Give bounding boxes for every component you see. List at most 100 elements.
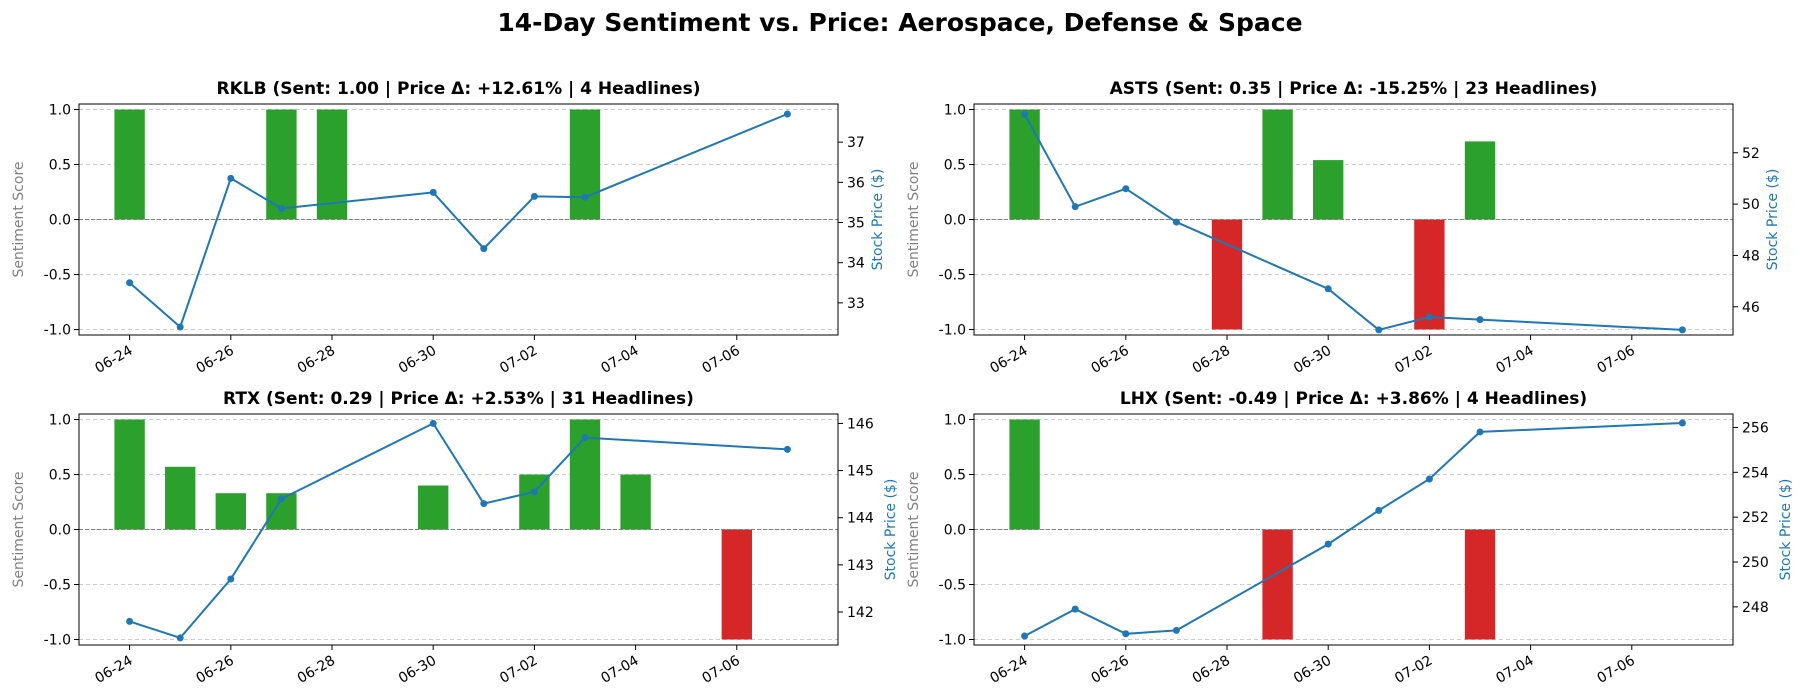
price-point [530,192,538,200]
y-tick-label: 0.0 [944,523,966,539]
y2-tick-label: 248 [1742,600,1769,616]
x-tick-label: 07-04 [598,653,641,687]
x-tick-label: 06-26 [1089,343,1132,377]
y-tick-label: 0.5 [944,158,966,174]
x-tick-label: 06-28 [1190,653,1233,687]
y2-tick-label: 144 [847,511,874,527]
price-point [176,634,184,642]
price-point [176,323,184,331]
x-tick-label: 06-24 [987,343,1030,377]
price-point [1122,185,1130,193]
y-tick-label: -0.5 [44,268,71,284]
x-tick-label: 06-30 [1291,653,1334,687]
price-point [277,495,285,503]
chart-panel-4: 1.0 0.5 0.0 -0.5 -1.0 248 250 252 254 256 06-24 06-… [906,389,1794,687]
y-tick-label: 0.0 [944,213,966,229]
sentiment-bar [418,485,449,530]
y2-tick-label: 50 [1742,197,1760,213]
y-tick-label: -1.0 [939,323,966,339]
price-point [1375,326,1383,334]
price-point [480,500,488,508]
sentiment-bar [620,474,651,530]
price-point [126,279,134,287]
price-point [581,434,589,442]
price-point [1476,316,1484,324]
sentiment-bar [114,419,145,530]
y-axis-label: Sentiment Score [11,161,27,277]
y2-tick-label: 36 [847,175,865,191]
x-tick-label: 07-06 [700,343,743,377]
y2-tick-label: 254 [1742,465,1769,481]
sentiment-bar [569,109,601,220]
y-tick-label: 0.5 [49,468,71,484]
y2-tick-label: 52 [1742,146,1760,162]
sentiment-bar [1009,109,1040,220]
price-point [1425,313,1433,321]
chart-panel-3: 1.0 0.5 0.0 -0.5 -1.0 142 143 144 145 146 06-24 06-… [11,389,899,687]
price-point [783,110,791,118]
sentiment-bar [1464,141,1496,220]
chart-panel-1: 1.0 0.5 0.0 -0.5 -1.0 33 34 35 36 37 06-24 06-26 06-… [11,79,886,377]
y2-tick-label: 34 [847,256,865,272]
sentiment-bar [1262,529,1293,640]
y2-tick-label: 37 [847,135,865,151]
x-tick-label: 07-04 [1493,653,1536,687]
y-tick-label: -1.0 [44,323,71,339]
chart-title: RTX (Sent: 0.29 | Price Δ: +2.53% | 31 H… [223,389,694,409]
y-tick-label: -0.5 [939,268,966,284]
price-point [1172,218,1180,226]
price-point [1324,285,1332,293]
price-point [1172,626,1180,634]
price-line [128,113,788,329]
sentiment-bar [1313,160,1344,220]
price-point [1425,475,1433,483]
y2-axis-label: Stock Price ($) [870,169,886,271]
x-tick-label: 06-30 [396,653,439,687]
y2-tick-label: 35 [847,216,865,232]
y2-tick-label: 145 [847,464,874,480]
y2-tick-label: 142 [847,605,874,621]
sentiment-bar [1211,219,1243,330]
y-tick-label: 1.0 [944,413,966,429]
y-tick-label: 1.0 [49,413,71,429]
x-tick-label: 06-28 [295,653,338,687]
y2-tick-label: 48 [1742,248,1760,264]
y2-tick-label: 250 [1742,555,1769,571]
x-tick-label: 07-04 [1493,343,1536,377]
y-tick-label: 0.5 [49,158,71,174]
price-point [227,575,235,583]
x-tick-label: 06-30 [1291,343,1334,377]
y-tick-label: 1.0 [944,103,966,119]
sentiment-bar [1464,529,1496,640]
y-tick-label: -0.5 [44,578,71,594]
chart-title: LHX (Sent: -0.49 | Price Δ: +3.86% | 4 H… [1120,389,1587,409]
x-tick-label: 07-06 [1595,653,1638,687]
y2-tick-label: 252 [1742,510,1769,526]
y2-axis-label: Stock Price ($) [1778,479,1794,581]
sentiment-bar [519,474,550,530]
price-point [1071,203,1079,211]
x-tick-label: 07-06 [700,653,743,687]
price-point [530,488,538,496]
sentiment-bar [1262,109,1293,220]
price-point [581,193,589,201]
y-axis-label: Sentiment Score [11,471,27,587]
price-point [126,617,134,625]
sentiment-bar [114,109,145,220]
y-tick-label: 0.0 [49,213,71,229]
y-tick-label: -1.0 [939,633,966,649]
chart-title: RKLB (Sent: 1.00 | Price Δ: +12.61% | 4 … [217,79,701,99]
y2-axis-label: Stock Price ($) [1765,169,1781,271]
y-tick-label: -0.5 [939,578,966,594]
sentiment-bar [721,529,752,640]
x-tick-label: 06-26 [1089,653,1132,687]
x-tick-label: 07-02 [497,343,540,377]
x-tick-label: 06-24 [987,653,1030,687]
price-point [429,419,437,427]
price-line [1023,113,1683,331]
price-point [277,204,285,212]
sentiment-bar [1414,219,1445,330]
price-point [1678,419,1686,427]
x-tick-label: 06-28 [1190,343,1233,377]
